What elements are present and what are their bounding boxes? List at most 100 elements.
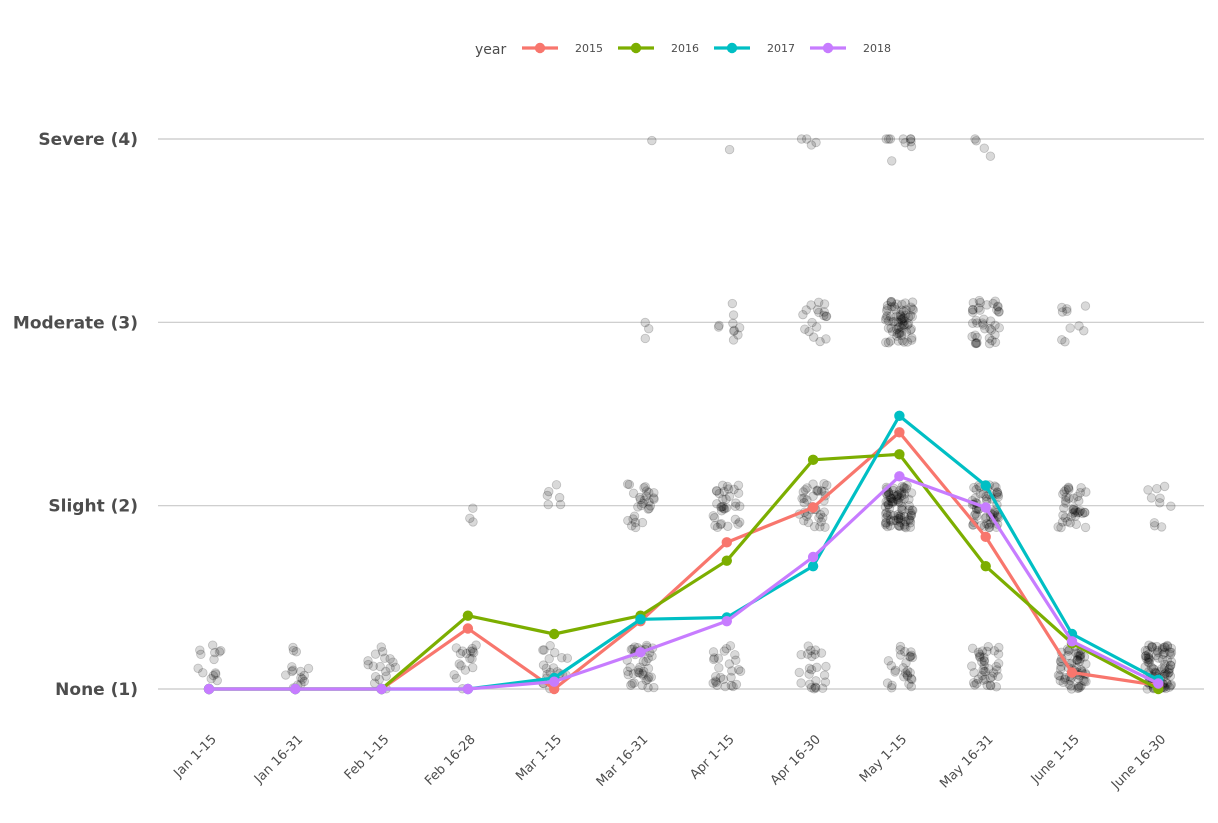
observation-point	[816, 486, 827, 496]
observation-point	[288, 645, 299, 656]
observation-point	[628, 488, 639, 498]
observation-point	[890, 667, 900, 677]
observation-point	[899, 512, 910, 522]
observation-point	[881, 513, 891, 523]
observation-point	[903, 319, 914, 329]
observation-point	[1071, 648, 1081, 658]
observation-point	[883, 656, 894, 666]
observation-point	[370, 671, 381, 682]
observation-point	[643, 663, 654, 674]
observation-point	[989, 646, 1000, 656]
observation-point	[644, 503, 654, 514]
observation-point	[901, 522, 911, 533]
observation-point	[1070, 505, 1081, 516]
observation-point	[886, 297, 896, 307]
observation-point	[886, 312, 896, 322]
series-point-2018	[635, 647, 646, 658]
observation-point	[641, 486, 652, 496]
observation-point	[733, 488, 744, 498]
observation-point	[635, 494, 646, 505]
observation-point	[718, 494, 728, 504]
observation-point	[633, 667, 643, 678]
observation-point	[368, 661, 378, 671]
observation-point	[1072, 655, 1082, 666]
observation-point	[972, 332, 982, 343]
observation-point	[991, 661, 1002, 672]
x-tick-label: June 1-15	[1028, 732, 1083, 787]
legend: year 2015 2016 2017 2018	[475, 42, 891, 58]
observation-point	[1060, 673, 1071, 683]
observation-point	[644, 323, 654, 334]
observation-point	[287, 662, 297, 672]
observation-point	[724, 144, 735, 155]
observation-point	[896, 314, 906, 325]
x-tick-label: Mar 16-31	[594, 732, 652, 790]
observation-point	[287, 666, 297, 677]
observation-point	[1061, 492, 1071, 502]
series-line-2018	[209, 474, 1160, 691]
observation-point	[813, 485, 823, 495]
observation-point	[714, 488, 724, 499]
observation-point	[811, 137, 821, 148]
series-point-2017	[980, 480, 991, 491]
observation-point	[816, 517, 826, 527]
observation-point	[809, 521, 820, 532]
observation-point	[1160, 659, 1170, 670]
observation-point	[208, 640, 218, 650]
observation-point	[1166, 679, 1176, 690]
observation-point	[987, 335, 997, 346]
observation-point	[628, 669, 639, 679]
observation-point	[894, 521, 904, 531]
series-point-2016	[980, 560, 991, 572]
observation-point	[1153, 647, 1163, 657]
observation-point	[196, 649, 206, 660]
observation-point	[1166, 647, 1177, 658]
observation-point	[639, 483, 649, 493]
observation-point	[1166, 501, 1176, 511]
observation-point	[1078, 675, 1088, 686]
observation-point	[1053, 522, 1063, 532]
observation-point	[891, 494, 901, 504]
observation-point	[1071, 519, 1081, 529]
observation-point	[1059, 486, 1069, 497]
observation-point	[562, 653, 573, 663]
observation-point	[465, 653, 475, 664]
observation-point	[467, 643, 477, 654]
observation-point	[905, 311, 916, 321]
observation-point	[985, 673, 996, 683]
x-tick-label: Jan 1-15	[171, 732, 220, 781]
observation-point	[374, 674, 384, 685]
observation-point	[992, 489, 1002, 499]
observation-point	[895, 521, 905, 531]
observation-point	[889, 316, 900, 327]
observation-point	[1144, 657, 1154, 668]
observation-point	[1157, 663, 1167, 674]
observation-point	[296, 673, 306, 683]
observation-point	[889, 515, 899, 526]
observation-point	[896, 330, 907, 341]
observation-point	[894, 511, 904, 522]
observation-point	[1056, 661, 1066, 672]
series-point-2017	[807, 560, 819, 572]
observation-point	[979, 656, 990, 666]
observation-point	[968, 305, 978, 315]
observation-point	[806, 664, 817, 675]
observation-point	[385, 663, 395, 673]
observation-point	[638, 670, 648, 680]
observation-point	[885, 509, 895, 520]
observation-point	[993, 301, 1003, 311]
observation-point	[1159, 481, 1170, 492]
observation-point	[796, 134, 807, 144]
observation-point	[643, 653, 653, 664]
observation-point	[898, 134, 908, 144]
observation-point	[730, 501, 741, 512]
observation-point	[1060, 513, 1070, 523]
observation-point	[993, 649, 1004, 659]
observation-point	[1143, 485, 1153, 495]
observation-point	[718, 501, 728, 512]
observation-point	[883, 316, 894, 326]
observation-point	[550, 647, 560, 658]
observation-point	[198, 668, 208, 678]
observation-point	[982, 300, 992, 310]
observation-point	[821, 334, 831, 344]
